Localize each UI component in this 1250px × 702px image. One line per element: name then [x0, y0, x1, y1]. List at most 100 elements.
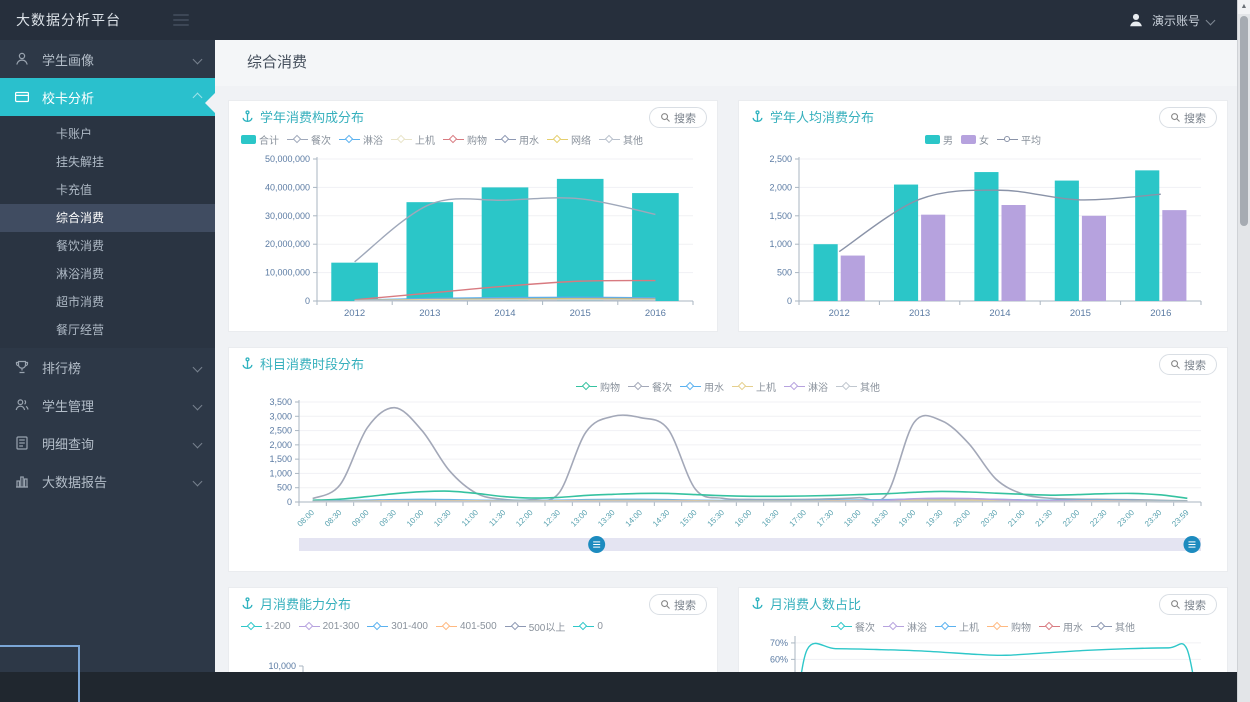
legend-diamond-marker: [298, 621, 320, 631]
sidebar-item-detail-query[interactable]: 明细查询: [0, 424, 215, 462]
legend-item[interactable]: 网络: [547, 132, 591, 147]
svg-text:2,000: 2,000: [769, 182, 792, 192]
selection-rectangle: [0, 645, 80, 702]
legend-item[interactable]: 餐次: [628, 379, 672, 394]
sidebar-item-campus-card[interactable]: 校卡分析: [0, 78, 215, 116]
legend-item[interactable]: 用水: [495, 132, 539, 147]
legend-item[interactable]: 女: [961, 132, 989, 147]
legend-item[interactable]: 购物: [576, 379, 620, 394]
legend-item[interactable]: 上机: [732, 379, 776, 394]
sidebar-item-student-admin[interactable]: 学生管理: [0, 386, 215, 424]
chart-month-consumer-ratio[interactable]: 70% 60% 50%: [749, 636, 1215, 672]
svg-text:30,000,000: 30,000,000: [265, 211, 310, 221]
svg-text:22:30: 22:30: [1088, 508, 1109, 529]
svg-text:13:00: 13:00: [569, 508, 590, 529]
student-admin-icon: [14, 397, 30, 413]
search-button[interactable]: 搜索: [649, 594, 707, 615]
legend-item[interactable]: 上机: [935, 619, 979, 634]
page-bottom-band: [0, 672, 1238, 702]
legend-item[interactable]: 购物: [987, 619, 1031, 634]
scrollbar-thumb[interactable]: [1240, 16, 1248, 226]
sidebar-subitem[interactable]: 餐厅经营: [56, 323, 105, 337]
legend-item[interactable]: 用水: [680, 379, 724, 394]
legend-item[interactable]: 其他: [599, 132, 643, 147]
legend-item[interactable]: 淋浴: [339, 132, 383, 147]
legend-item[interactable]: 淋浴: [784, 379, 828, 394]
sidebar-item-student-portrait[interactable]: 学生画像: [0, 40, 215, 78]
app-title: 大数据分析平台: [16, 12, 121, 28]
legend-item[interactable]: 上机: [391, 132, 435, 147]
sidebar-subitem[interactable]: 挂失解挂: [56, 155, 105, 169]
legend-item[interactable]: 餐次: [831, 619, 875, 634]
chevron-down-icon: [192, 438, 203, 448]
svg-text:23:59: 23:59: [1170, 508, 1191, 529]
chart-year-per-capita[interactable]: 0 500 1,000 1,500 2,000 2,500 2012 2013 2014 2015…: [749, 149, 1215, 327]
chevron-down-icon: [192, 476, 203, 486]
svg-text:0: 0: [305, 296, 310, 306]
panel-icon: [241, 109, 254, 123]
search-button[interactable]: 搜索: [649, 107, 707, 128]
sidebar-item-report[interactable]: 大数据报告: [0, 462, 215, 500]
legend-item[interactable]: 其他: [836, 379, 880, 394]
svg-text:1,500: 1,500: [269, 454, 292, 464]
legend-diamond-marker: [339, 134, 360, 144]
svg-text:2013: 2013: [419, 308, 440, 319]
legend-item[interactable]: 其他: [1091, 619, 1135, 634]
sidebar-subitem[interactable]: 卡充值: [56, 183, 93, 197]
legend-item[interactable]: 合计: [241, 132, 279, 147]
svg-text:3,500: 3,500: [269, 397, 292, 407]
panel-title: 学年消费构成分布: [260, 109, 365, 125]
legend-item[interactable]: 用水: [1039, 619, 1083, 634]
panel-icon: [241, 596, 254, 610]
search-button[interactable]: 搜索: [1159, 354, 1217, 375]
chart-legend: 购物 餐次 用水 上机 淋浴 其他: [229, 378, 1227, 394]
chart-month-capacity[interactable]: 10,000: [239, 636, 705, 672]
legend-item[interactable]: 平均: [997, 132, 1041, 147]
user-name: 演示账号: [1151, 13, 1200, 28]
legend-diamond-marker: [495, 134, 516, 144]
svg-text:19:30: 19:30: [924, 508, 945, 529]
legend-item[interactable]: 401-500: [435, 621, 497, 632]
search-button[interactable]: 搜索: [1159, 107, 1217, 128]
legend-item[interactable]: 500以上: [504, 619, 565, 634]
svg-text:13:30: 13:30: [596, 508, 617, 529]
student-portrait-icon: [14, 51, 30, 67]
sidebar-subitem[interactable]: 淋浴消费: [56, 267, 105, 281]
svg-text:15:00: 15:00: [678, 508, 699, 529]
chart-subject-time-distribution[interactable]: 0 500 1,000 1,500 2,000 2,500 3,000 3,500 08:00 0…: [239, 396, 1215, 554]
active-menu-notch: [205, 93, 215, 113]
svg-text:11:30: 11:30: [487, 508, 507, 528]
legend-item[interactable]: 淋浴: [883, 619, 927, 634]
chart-year-consumption-composition[interactable]: 0 10,000,000 20,000,000 30,000,000 40,000,00…: [239, 149, 705, 327]
legend-item[interactable]: 1-200: [241, 621, 291, 632]
panel-subject-time-distribution: 科目消费时段分布 搜索 购物 餐次 用水 上机 淋浴 其他 0 500 1,000 1,500 2…: [228, 347, 1228, 572]
search-button[interactable]: 搜索: [1159, 594, 1217, 615]
legend-item[interactable]: 201-300: [298, 621, 359, 632]
svg-text:2015: 2015: [1070, 308, 1091, 319]
topbar: 大数据分析平台 演示账号: [0, 0, 1238, 40]
sidebar-subitem[interactable]: 超市消费: [56, 295, 105, 309]
sidebar-subitem[interactable]: 卡账户: [56, 127, 93, 141]
page-title: 综合消费: [215, 40, 1238, 86]
sidebar-subitem[interactable]: 餐饮消费: [56, 239, 105, 253]
sidebar-item-ranking[interactable]: 排行榜: [0, 348, 215, 386]
legend-item[interactable]: 购物: [443, 132, 487, 147]
menu-toggle-icon[interactable]: [173, 14, 189, 26]
legend-diamond-marker: [680, 381, 701, 391]
main-content: 综合消费 学年消费构成分布 搜索 合计 餐次 淋浴 上机 购物 用水 网络 其他 0 10,00…: [215, 40, 1238, 672]
user-menu[interactable]: 演示账号: [1127, 0, 1216, 40]
legend-item[interactable]: 301-400: [367, 621, 428, 632]
panel-icon: [751, 109, 764, 123]
legend-item[interactable]: 0: [573, 621, 603, 632]
svg-text:12:00: 12:00: [514, 508, 535, 529]
legend-item[interactable]: 餐次: [287, 132, 331, 147]
legend-diamond-marker: [935, 621, 956, 631]
legend-item[interactable]: 男: [925, 132, 953, 147]
panel-icon: [751, 596, 764, 610]
sidebar-subitem[interactable]: 综合消费: [0, 204, 215, 232]
scrollbar[interactable]: ▲: [1237, 0, 1250, 702]
svg-text:14:30: 14:30: [651, 508, 672, 529]
scrollbar-up-button[interactable]: ▲: [1238, 0, 1250, 14]
svg-text:70%: 70%: [770, 638, 788, 648]
